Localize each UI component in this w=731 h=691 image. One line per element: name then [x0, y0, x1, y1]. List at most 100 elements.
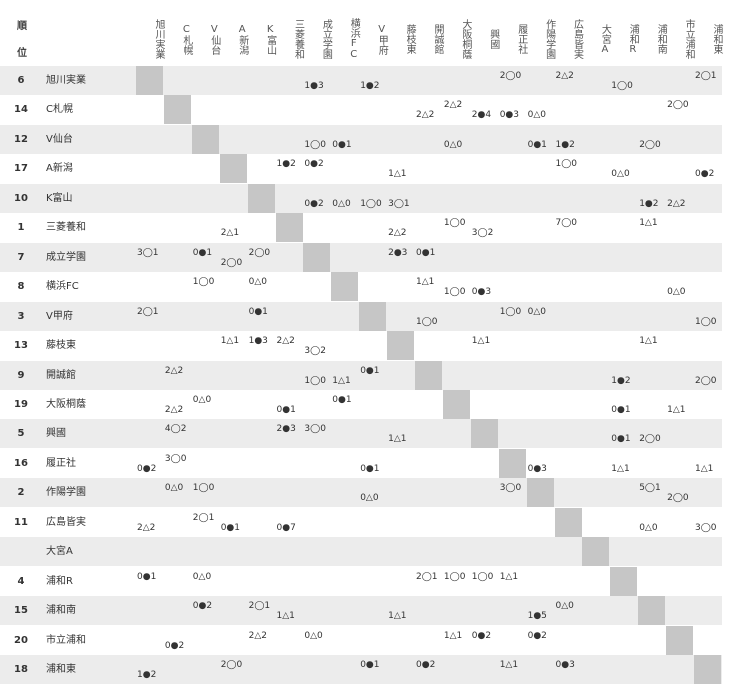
result-cell: 1◯0 [359, 184, 387, 213]
result-cell: 0●2 [527, 626, 555, 655]
result-cell: 2△2 [443, 95, 471, 124]
table-row: 12 V仙台 1◯0 0●1 0△0 0●1 1●2 2◯0 [0, 124, 722, 154]
team-name: 旭川実業 [46, 75, 86, 86]
first-leg-score: 0●1 [360, 660, 380, 670]
result-cell [499, 184, 527, 213]
result-cell [136, 478, 164, 507]
result-cell [136, 184, 164, 213]
first-leg-score: 2◯1 [137, 306, 159, 317]
result-cell [220, 95, 248, 124]
result-cell [638, 154, 666, 183]
second-leg-score: 3◯1 [388, 198, 410, 209]
result-cell [582, 655, 610, 684]
column-header: A新潟 [236, 23, 248, 55]
first-leg-score: 2◯0 [248, 247, 271, 258]
result-cell [555, 184, 583, 213]
result-cell [666, 243, 694, 272]
result-cell [303, 449, 331, 478]
result-cell [527, 390, 555, 419]
result-cell [192, 66, 220, 95]
second-leg-score: 1●2 [555, 139, 575, 150]
result-cell: 0●1 [331, 390, 359, 419]
result-cell [694, 95, 722, 124]
team-name: A新潟 [46, 163, 73, 175]
result-cell: 2△2 [555, 66, 583, 95]
result-cell [471, 390, 499, 419]
result-cell: 0●1 [610, 390, 638, 419]
result-cell: 2△2 [387, 213, 415, 242]
result-cell [499, 537, 527, 566]
result-cell [610, 478, 638, 507]
result-cell: 1◯0 [471, 567, 499, 596]
result-cell [359, 537, 387, 566]
result-cell [443, 154, 471, 183]
result-cell [666, 302, 694, 331]
result-cell [415, 154, 443, 183]
first-leg-score: 0●2 [471, 630, 492, 641]
result-cell [220, 596, 248, 625]
first-leg-score: 0●2 [192, 601, 213, 612]
result-cell [694, 331, 722, 360]
result-cell: 0△0 [638, 508, 666, 537]
first-leg-score: 3◯0 [164, 453, 187, 464]
table-row: 16 履正社 0●2 3◯0 0●1 0●3 1△1 1△1 [0, 448, 722, 478]
result-cell: 2◯0 [220, 655, 248, 684]
rank-cell: 8 [17, 281, 25, 293]
result-cell: 1◯0 [694, 302, 722, 331]
column-header: 浦和南 [655, 24, 667, 54]
result-cell [415, 331, 443, 360]
result-cell [220, 125, 248, 154]
result-cell [610, 331, 638, 360]
result-cell [610, 95, 638, 124]
result-cell: 0△0 [359, 478, 387, 507]
result-cell [638, 655, 666, 684]
result-cell [527, 655, 555, 684]
result-cell [387, 390, 415, 419]
first-leg-score: 0●3 [555, 660, 575, 670]
result-cell [582, 361, 610, 390]
second-leg-score: 1△1 [388, 169, 407, 180]
result-cell [666, 655, 694, 684]
result-cell [666, 508, 694, 537]
second-leg-score: 0△0 [443, 139, 463, 150]
result-cell [582, 626, 610, 655]
team-name: 藤枝東 [46, 340, 76, 352]
result-cell [582, 154, 610, 183]
result-cell: 2◯0 [666, 478, 694, 507]
result-cell [276, 95, 304, 124]
result-cell [276, 302, 304, 331]
result-cell: 2◯0 [499, 66, 527, 95]
first-leg-score: 1●3 [248, 336, 268, 347]
table-row: 10 K富山 0●2 0△0 1◯0 3◯1 1●2 2△2 [0, 183, 722, 213]
first-leg-score: 0●2 [304, 159, 324, 170]
result-cell: 0●1 [192, 243, 220, 272]
result-cell: 2●4 [471, 95, 499, 124]
result-cell [582, 95, 610, 124]
second-leg-score: 1◯0 [611, 81, 633, 91]
second-leg-score: 0●7 [276, 522, 296, 533]
second-leg-score: 0●2 [164, 640, 185, 651]
result-cell: 0△0 [610, 154, 638, 183]
result-cell [136, 331, 164, 360]
result-cell [192, 655, 220, 684]
rank-cell: 19 [14, 398, 28, 410]
second-leg-score: 1△1 [611, 463, 630, 474]
result-cell: 1△1 [610, 449, 638, 478]
result-cell [136, 95, 164, 124]
result-cell [471, 243, 499, 272]
table-row: 4 浦和R 0●1 0△0 2◯1 1◯0 1◯0 1△1 [0, 566, 722, 596]
result-cell [415, 213, 443, 242]
second-leg-score: 0●1 [276, 404, 296, 415]
result-cell [248, 478, 276, 507]
result-cell: 2△2 [248, 626, 276, 655]
result-cell [387, 66, 415, 95]
result-cell [387, 655, 415, 684]
result-cell [443, 596, 471, 625]
result-cell [471, 508, 499, 537]
first-leg-score: 1△1 [639, 336, 658, 347]
table-row: 5 興國 4◯2 2●3 3◯0 1△1 0●1 2◯0 [0, 419, 722, 449]
result-cell: 1●5 [527, 596, 555, 625]
result-cell [555, 567, 583, 596]
result-cell [610, 243, 638, 272]
result-cell: 0●1 [610, 419, 638, 448]
